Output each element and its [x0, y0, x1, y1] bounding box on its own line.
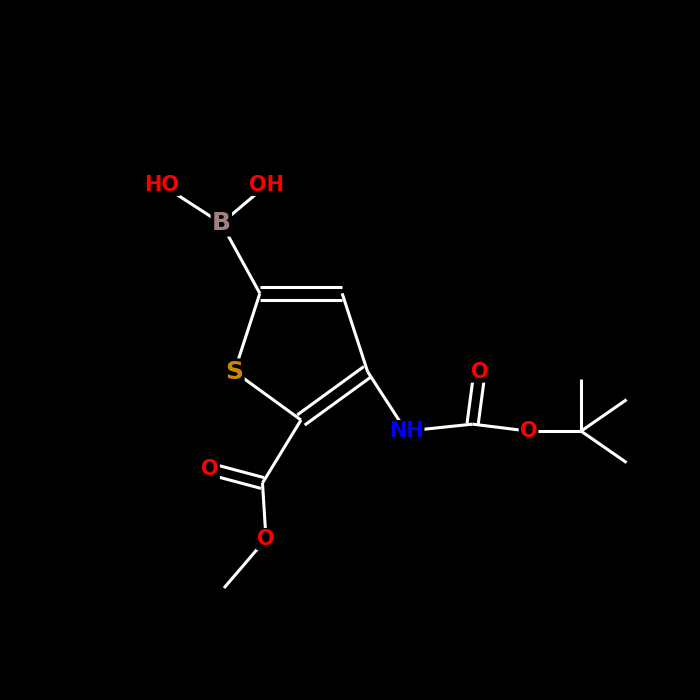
Text: HO: HO — [144, 175, 179, 195]
Text: O: O — [257, 529, 275, 549]
Text: OH: OH — [249, 175, 284, 195]
Text: NH: NH — [389, 421, 424, 441]
Text: S: S — [225, 360, 244, 384]
Text: O: O — [471, 362, 489, 382]
Text: B: B — [212, 211, 231, 235]
Text: O: O — [201, 459, 219, 479]
Text: O: O — [520, 421, 538, 441]
